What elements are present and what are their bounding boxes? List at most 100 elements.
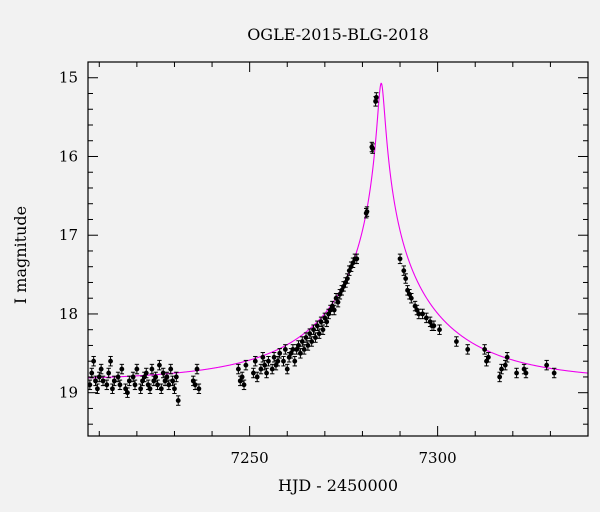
data-point xyxy=(89,367,95,379)
point-marker xyxy=(465,346,471,352)
data-point xyxy=(299,336,305,347)
data-point xyxy=(251,367,256,379)
data-point xyxy=(482,344,488,355)
data-point xyxy=(106,367,112,379)
data-point xyxy=(258,363,264,375)
point-marker xyxy=(324,319,330,325)
data-point xyxy=(111,375,117,387)
point-marker xyxy=(499,366,504,372)
y-tick-label: 17 xyxy=(59,226,78,244)
point-marker xyxy=(482,346,488,352)
point-marker xyxy=(364,209,370,215)
point-marker xyxy=(454,339,459,344)
point-marker xyxy=(403,276,409,281)
point-marker xyxy=(344,276,350,281)
data-point xyxy=(104,379,110,391)
data-point xyxy=(266,355,271,367)
point-marker xyxy=(264,370,269,376)
point-marker xyxy=(401,268,407,274)
point-marker xyxy=(132,382,138,388)
point-marker xyxy=(271,354,277,360)
point-marker xyxy=(119,366,125,372)
point-marker xyxy=(305,343,311,348)
point-marker xyxy=(94,386,100,392)
point-marker xyxy=(158,386,164,392)
point-marker xyxy=(172,386,177,392)
data-point xyxy=(157,359,162,371)
x-axis-label: HJD - 2450000 xyxy=(278,476,398,495)
point-marker xyxy=(258,366,264,372)
point-marker xyxy=(126,378,132,384)
point-marker xyxy=(485,354,491,360)
point-marker xyxy=(296,343,301,348)
point-marker xyxy=(260,354,266,360)
data-point xyxy=(437,324,442,335)
point-marker xyxy=(320,327,326,333)
point-marker xyxy=(115,374,121,380)
data-point xyxy=(91,355,97,367)
y-axis-label: I magnitude xyxy=(11,206,30,304)
point-marker xyxy=(168,366,174,372)
point-marker xyxy=(275,358,281,364)
point-marker xyxy=(196,386,202,392)
point-marker xyxy=(106,370,112,376)
data-point xyxy=(196,383,202,394)
data-point xyxy=(158,383,164,394)
data-point xyxy=(499,363,504,375)
point-marker xyxy=(420,311,425,317)
data-point xyxy=(281,355,286,367)
data-point xyxy=(175,395,181,406)
point-marker xyxy=(298,350,303,356)
point-marker xyxy=(314,323,320,329)
data-point xyxy=(149,363,155,375)
data-point xyxy=(235,363,241,375)
data-point xyxy=(514,367,519,379)
data-point xyxy=(298,348,303,359)
point-marker xyxy=(192,382,198,388)
point-marker xyxy=(397,256,403,262)
point-marker xyxy=(243,362,249,368)
y-tick-label: 15 xyxy=(59,69,78,87)
point-marker xyxy=(110,386,115,392)
data-point xyxy=(431,320,437,331)
data-point xyxy=(401,265,407,276)
data-point xyxy=(254,371,260,383)
point-marker xyxy=(313,335,318,340)
point-marker xyxy=(370,146,375,152)
data-point xyxy=(551,367,557,379)
data-point xyxy=(126,375,132,387)
x-tick-label: 7300 xyxy=(419,449,457,467)
point-marker xyxy=(416,311,422,317)
point-marker xyxy=(153,374,159,380)
point-marker xyxy=(262,362,268,368)
point-marker xyxy=(523,370,529,376)
point-marker xyxy=(408,295,414,301)
data-point xyxy=(119,363,125,375)
data-point xyxy=(243,359,249,371)
point-marker xyxy=(307,331,313,337)
data-point xyxy=(168,363,174,375)
data-point xyxy=(544,359,550,371)
point-marker xyxy=(254,374,260,380)
point-marker xyxy=(88,382,93,388)
point-marker xyxy=(335,299,341,305)
point-marker xyxy=(164,374,170,380)
data-point xyxy=(108,355,113,367)
data-point xyxy=(504,352,510,363)
data-point xyxy=(147,383,153,394)
point-marker xyxy=(331,307,337,313)
data-point xyxy=(416,308,422,320)
point-marker xyxy=(166,382,172,388)
point-marker xyxy=(282,346,288,352)
data-point xyxy=(269,363,275,375)
point-marker xyxy=(551,370,557,376)
data-point xyxy=(264,367,269,379)
point-marker xyxy=(155,382,160,388)
point-marker xyxy=(96,374,102,380)
data-point xyxy=(320,324,326,335)
data-point xyxy=(155,379,160,391)
plot-frame xyxy=(87,61,589,437)
point-marker xyxy=(93,378,98,384)
